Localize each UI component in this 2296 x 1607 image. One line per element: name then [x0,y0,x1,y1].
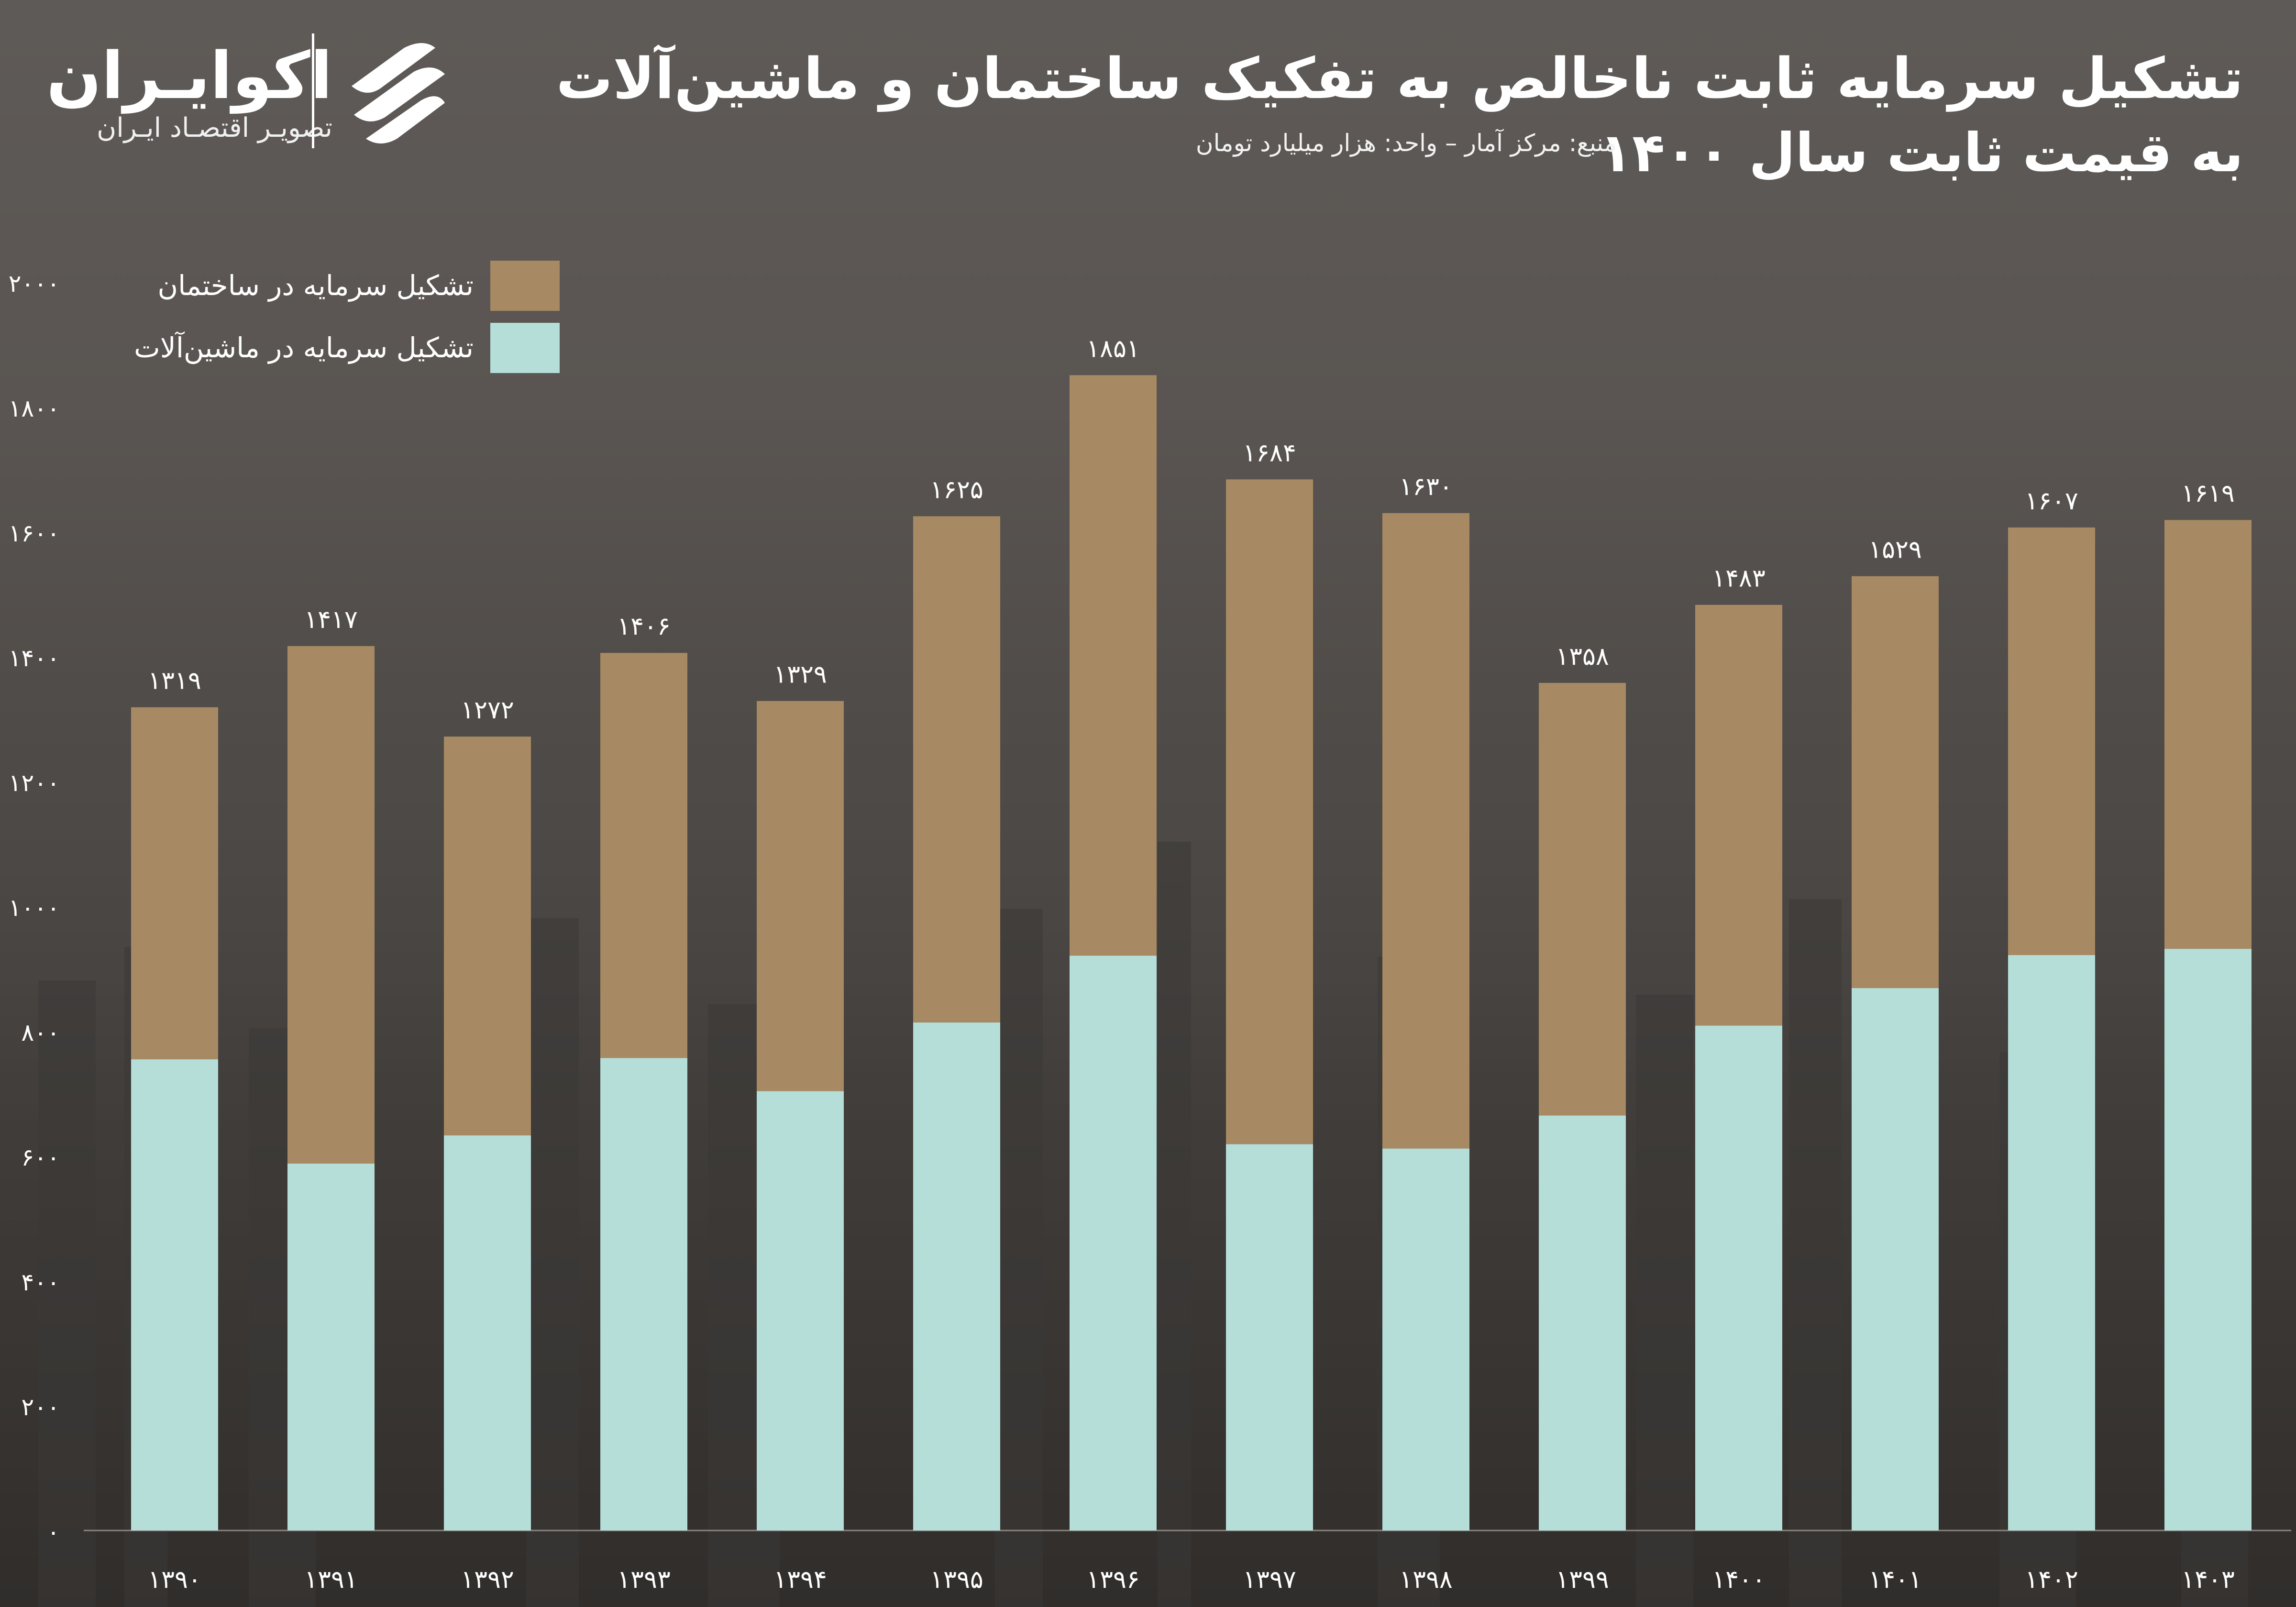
bar-building [1226,479,1313,1145]
brand-tagline: تصویـر اقتصـاد ایـران [97,112,332,143]
bar-machinery [131,1059,218,1530]
bar-total-label: ۱۶۳۰ [1399,473,1453,501]
y-tick-label: ۱۰۰۰ [9,894,60,922]
bar-machinery [1070,956,1157,1530]
bar-total-label: ۱۳۵۸ [1556,642,1609,671]
y-tick-label: ۰ [47,1518,60,1546]
bar-total-label: ۱۶۸۴ [1243,439,1296,467]
bar-building [1695,605,1782,1026]
bar-total-label: ۱۶۲۵ [930,475,983,504]
bar-building [600,653,687,1058]
bar-total-label: ۱۸۵۱ [1086,334,1140,363]
legend-item-machinery: تشکیل سرمایه در ماشین‌آلات [33,323,560,373]
bar-total-label: ۱۲۷۲ [461,696,514,725]
bar-total-label: ۱۴۰۶ [617,612,671,641]
bar-building [1070,375,1157,956]
x-tick-label: ۱۴۰۱ [1868,1565,1922,1594]
brand-logo: اکوایـران تصویـر اقتصـاد ایـران [38,29,469,153]
x-tick-label: ۱۳۹۳ [617,1565,671,1594]
y-tick-label: ۱۶۰۰ [9,519,60,547]
bar-building [913,516,1000,1023]
y-tick-label: ۶۰۰ [21,1144,60,1171]
y-tick-label: ۱۴۰۰ [9,644,60,672]
bar-building [1382,513,1469,1149]
bar-building [2164,520,2252,949]
legend-swatch-machinery [490,323,560,373]
y-tick-label: ۱۸۰۰ [9,395,60,422]
x-tick-label: ۱۳۹۴ [773,1565,827,1594]
bar-machinery [2164,948,2252,1530]
bar-building [444,737,531,1135]
bar-machinery [600,1058,687,1530]
legend: تشکیل سرمایه در ساختمان تشکیل سرمایه در … [33,261,560,385]
x-tick-label: ۱۳۹۰ [148,1565,201,1594]
x-tick-label: ۱۳۹۵ [930,1565,983,1594]
brand-name: اکوایـران [46,38,332,113]
bar-machinery [757,1091,844,1530]
stacked-swoosh-icon [352,43,445,143]
bar-machinery [913,1022,1000,1530]
chart-subtitle: به قیمت ثابت سال ۱۴۰۰ [1599,122,2243,184]
bar-building [131,707,218,1059]
x-tick-label: ۱۴۰۳ [2181,1565,2235,1594]
x-tick-label: ۱۳۹۸ [1399,1565,1453,1594]
bar-machinery [444,1135,531,1530]
brand-divider [312,33,314,148]
legend-label-machinery: تشکیل سرمایه در ماشین‌آلات [134,331,474,364]
y-tick-label: ۲۰۰۰ [9,270,60,297]
bar-total-label: ۱۶۰۷ [2025,487,2078,516]
x-tick-label: ۱۳۹۷ [1243,1565,1296,1594]
x-tick-label: ۱۴۰۰ [1712,1565,1766,1594]
bar-total-label: ۱۳۲۹ [773,660,827,689]
bar-total-label: ۱۶۱۹ [2181,479,2235,508]
bar-total-label: ۱۳۱۹ [148,667,201,695]
bar-building [287,646,375,1164]
y-tick-label: ۱۲۰۰ [9,769,60,797]
bar-machinery [1382,1148,1469,1530]
legend-item-building: تشکیل سرمایه در ساختمان [33,261,560,311]
bar-building [1539,682,1626,1116]
bar-total-label: ۱۵۲۹ [1868,536,1922,564]
x-tick-label: ۱۴۰۲ [2025,1565,2078,1594]
y-tick-label: ۴۰۰ [21,1268,60,1296]
x-tick-label: ۱۳۹۲ [461,1565,514,1594]
bar-machinery [1226,1144,1313,1530]
y-tick-label: ۲۰۰ [21,1393,60,1421]
bar-building [757,701,844,1091]
bar-total-label: ۱۴۸۳ [1712,564,1766,593]
x-tick-label: ۱۳۹۶ [1086,1565,1140,1594]
x-tick-label: ۱۳۹۹ [1556,1565,1609,1594]
bar-machinery [1695,1025,1782,1530]
bar-building [1852,576,1939,988]
legend-label-building: تشکیل سرمایه در ساختمان [157,269,474,302]
bar-total-label: ۱۴۱۷ [304,605,358,634]
bar-machinery [1539,1115,1626,1530]
x-tick-label: ۱۳۹۱ [304,1565,358,1594]
source-note: منبع: مرکز آمار – واحد: هزار میلیارد توم… [1195,129,1617,157]
bar-machinery [2008,955,2095,1530]
bar-machinery [1852,988,1939,1530]
chart-title: تشکیل سرمایه ثابت ناخالص به تفکیک ساختما… [556,45,2243,111]
bar-machinery [287,1163,375,1530]
legend-swatch-building [490,261,560,311]
y-tick-label: ۸۰۰ [21,1019,60,1046]
bar-building [2008,527,2095,955]
